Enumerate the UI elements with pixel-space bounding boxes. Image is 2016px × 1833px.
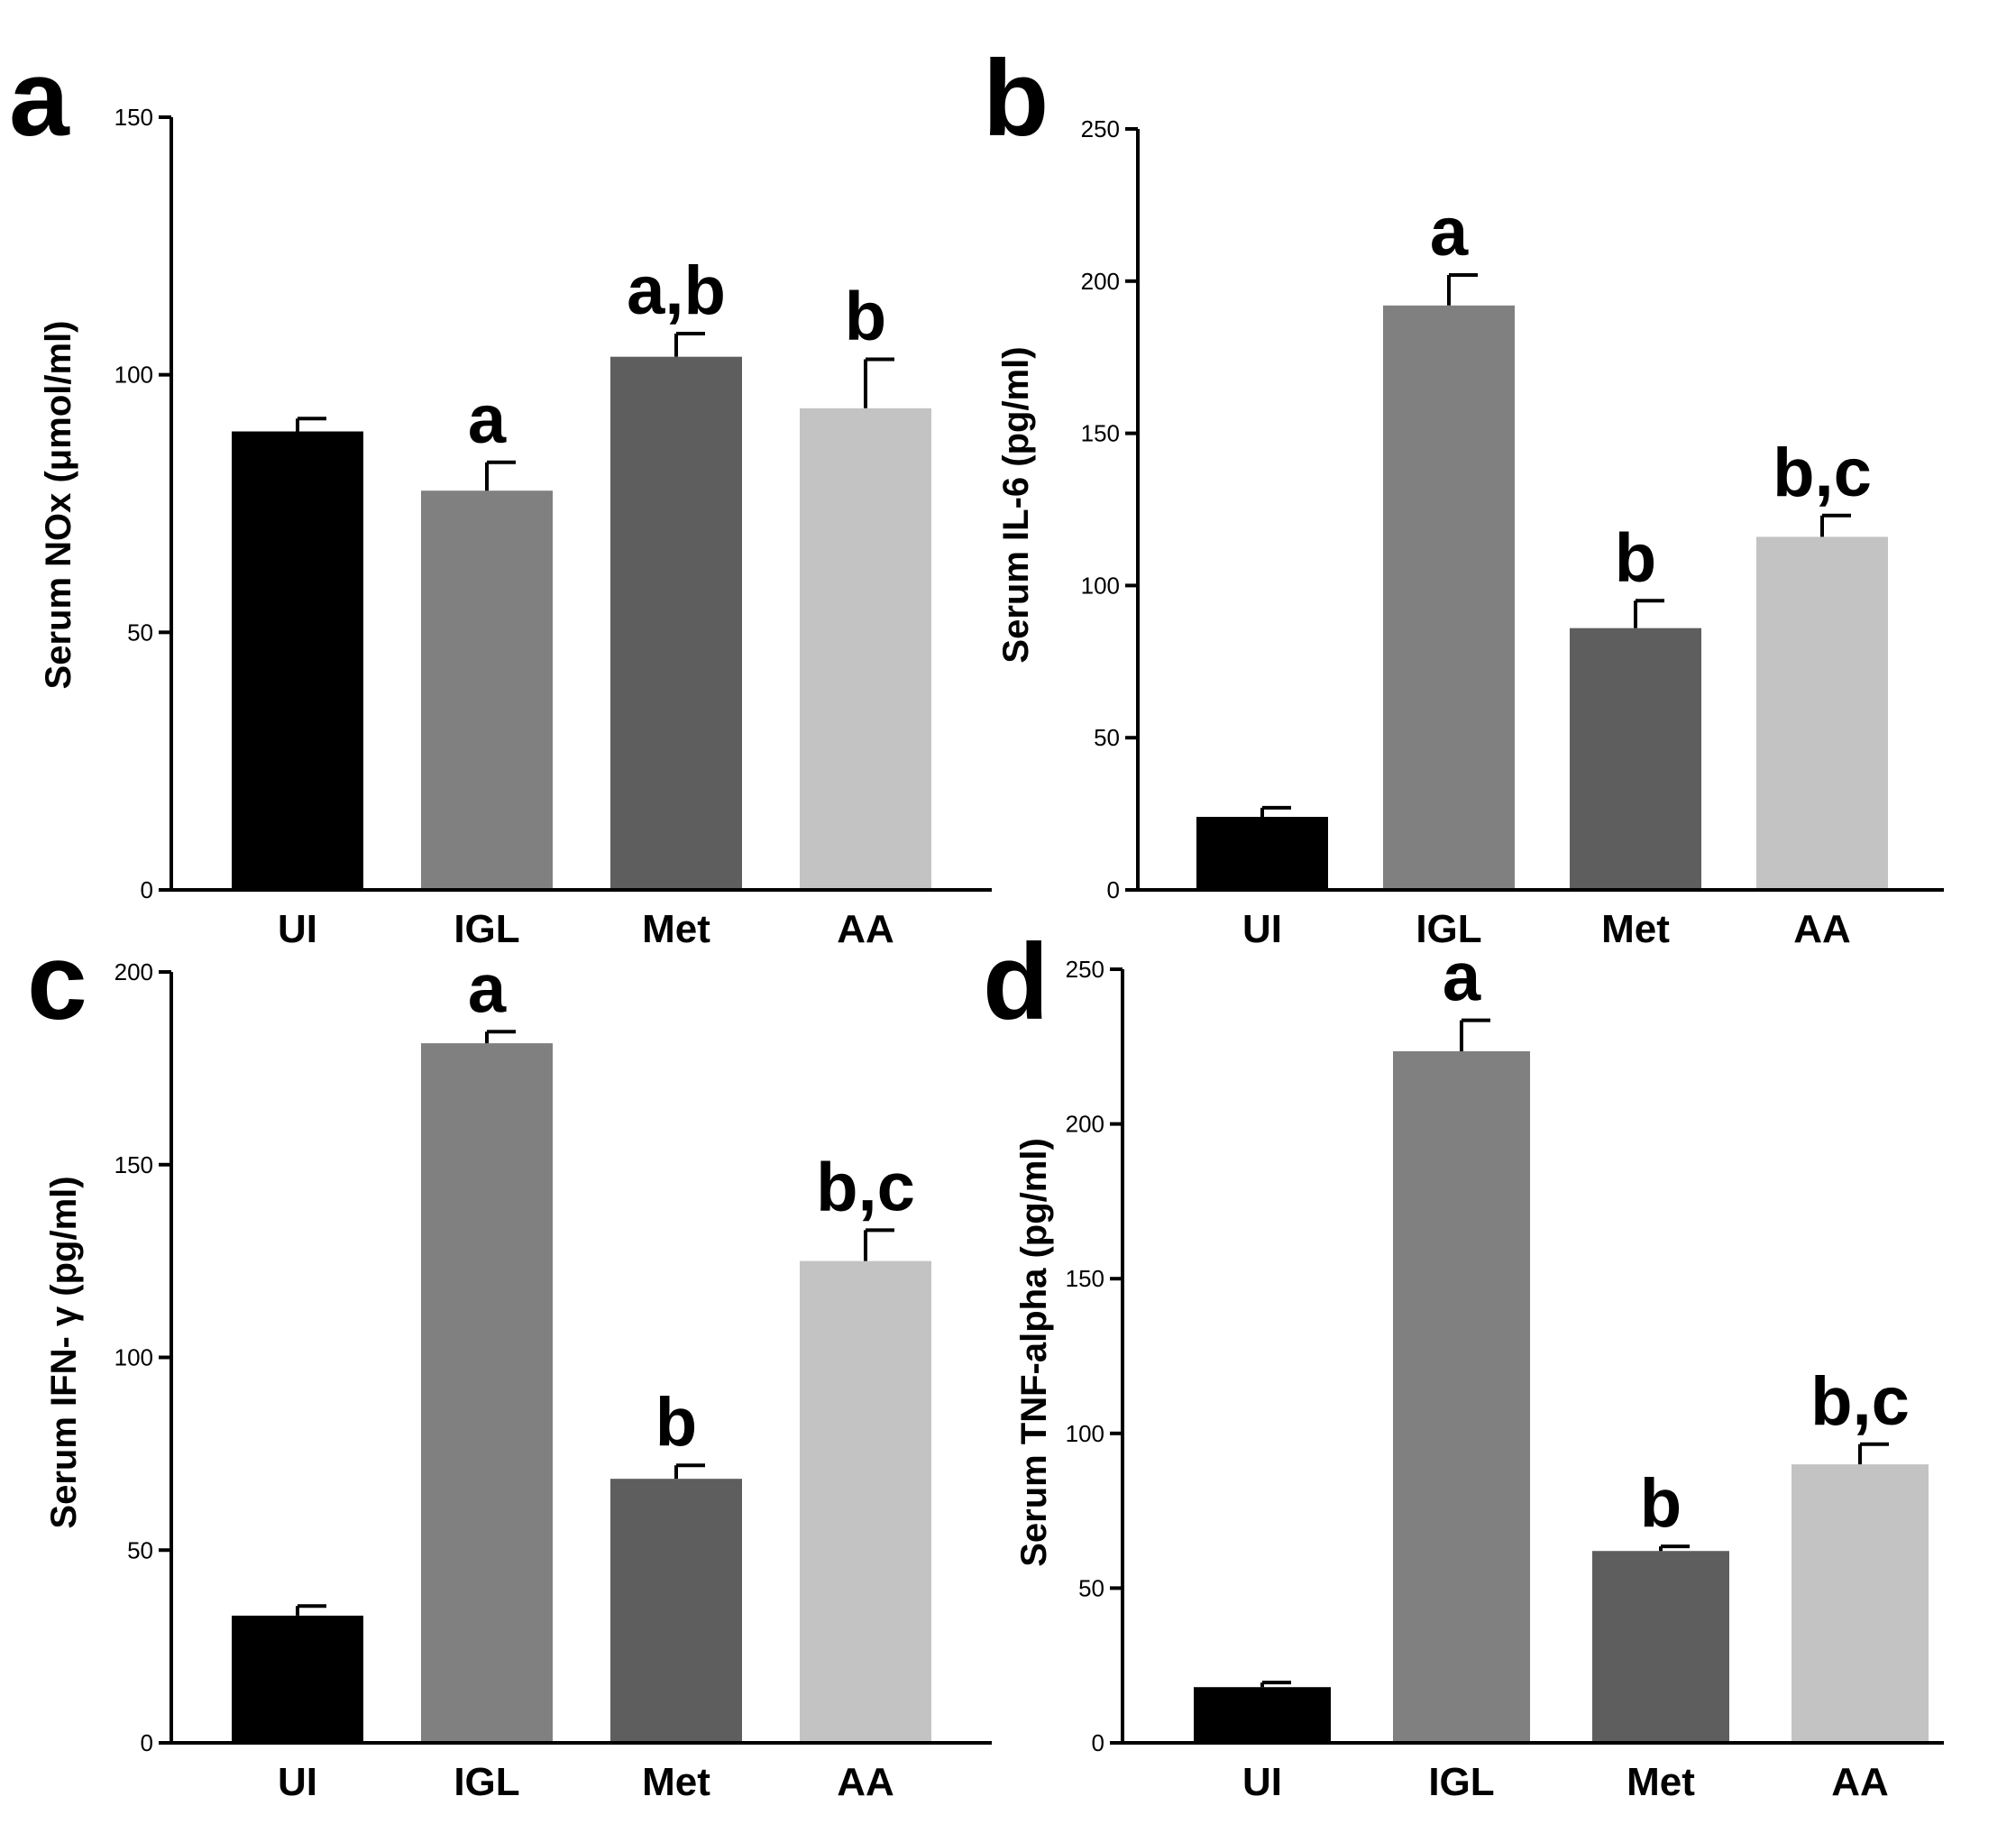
- x-tick-label: AA: [837, 1760, 894, 1804]
- significance-label: b: [1615, 519, 1656, 596]
- x-tick-label: Met: [642, 907, 710, 951]
- x-tick-label: UI: [278, 1760, 317, 1804]
- x-tick-label: IGL: [1416, 907, 1481, 951]
- bar-ui: [1196, 816, 1328, 890]
- bar-ui: [1194, 1687, 1331, 1743]
- y-axis-label: Serum IFN- γ (pg/ml): [44, 1176, 84, 1528]
- x-tick-label: UI: [1242, 1760, 1282, 1804]
- y-tick-label: 0: [1092, 1729, 1104, 1756]
- chart-panel-a: a UI a IGL a,b Met b AA 0 50 100 150 Serum NOx (μmol…: [9, 38, 992, 951]
- y-tick-label: 250: [1066, 956, 1104, 983]
- significance-label: b,c: [1810, 1363, 1910, 1440]
- error-bar-igl: [1460, 1018, 1490, 1051]
- y-tick-label: 50: [127, 619, 153, 646]
- error-bar-igl: [485, 460, 516, 491]
- error-bar-met: [674, 1463, 705, 1480]
- significance-label: b: [845, 279, 886, 355]
- y-axis-label: Serum TNF-alpha (pg/ml): [1014, 1138, 1054, 1567]
- x-tick-label: UI: [278, 907, 317, 951]
- x-tick-label: AA: [1831, 1760, 1889, 1804]
- y-axis-label: Serum IL-6 (pg/ml): [996, 346, 1036, 663]
- significance-label: a,b: [627, 252, 726, 329]
- error-bar-ui: [296, 417, 326, 432]
- panel-letter: d: [983, 921, 1049, 1042]
- chart-panel-d: d UI a IGL b Met b,c AA 0 50 100 150 200 250 Serum TNF…: [983, 921, 1944, 1804]
- y-tick-label: 50: [1078, 1574, 1104, 1601]
- significance-label: a: [1430, 194, 1469, 270]
- error-bar-ui: [1260, 1681, 1291, 1688]
- bar-igl: [1383, 305, 1515, 891]
- bar-met: [1570, 628, 1701, 890]
- significance-label: b,c: [816, 1149, 915, 1225]
- significance-label: a: [468, 950, 507, 1027]
- bar-aa: [800, 408, 931, 890]
- y-tick-label: 150: [115, 104, 153, 131]
- bar-aa: [1791, 1464, 1929, 1743]
- y-tick-label: 200: [1081, 268, 1120, 295]
- bar-igl: [421, 1043, 553, 1743]
- significance-label: b: [655, 1384, 697, 1461]
- y-tick-label: 50: [127, 1536, 153, 1563]
- y-tick-label: 0: [141, 876, 153, 903]
- significance-label: b: [1640, 1465, 1682, 1542]
- bar-ui: [232, 431, 363, 890]
- error-bar-igl: [485, 1030, 516, 1044]
- error-bar-ui: [296, 1604, 326, 1616]
- x-tick-label: UI: [1242, 907, 1282, 951]
- x-tick-label: Met: [1627, 1760, 1695, 1804]
- y-tick-label: 0: [1107, 876, 1120, 903]
- significance-label: a: [1443, 939, 1481, 1016]
- bar-igl: [421, 490, 553, 890]
- chart-panel-b: b UI a IGL b Met b,c AA 0 50 100 150 200 250 Serum IL-…: [983, 38, 1944, 951]
- x-tick-label: AA: [1793, 907, 1851, 951]
- x-tick-label: IGL: [454, 1760, 519, 1804]
- x-tick-label: IGL: [454, 907, 519, 951]
- panel-letter: a: [9, 38, 70, 159]
- x-tick-label: IGL: [1428, 1760, 1494, 1804]
- bar-met: [1592, 1551, 1729, 1743]
- y-tick-label: 0: [141, 1729, 153, 1756]
- y-axis-label: Serum NOx (μmol/ml): [39, 321, 78, 690]
- error-bar-aa: [1820, 513, 1851, 537]
- y-tick-label: 100: [1066, 1420, 1104, 1447]
- error-bar-met: [1634, 599, 1664, 628]
- y-tick-label: 100: [115, 362, 153, 389]
- y-tick-label: 250: [1081, 115, 1120, 142]
- bar-igl: [1393, 1050, 1530, 1743]
- y-tick-label: 50: [1094, 724, 1120, 751]
- bar-aa: [1756, 536, 1888, 890]
- panel-letter: b: [983, 38, 1049, 159]
- y-tick-label: 100: [115, 1344, 153, 1371]
- error-bar-aa: [864, 1228, 894, 1261]
- error-bar-aa: [864, 357, 894, 408]
- y-tick-label: 200: [115, 958, 153, 985]
- error-bar-ui: [1260, 805, 1291, 817]
- x-tick-label: AA: [837, 907, 894, 951]
- panel-letter: c: [27, 921, 87, 1042]
- y-tick-label: 150: [1081, 420, 1120, 447]
- x-tick-label: Met: [1601, 907, 1670, 951]
- chart-panel-c: c UI a IGL b Met b,c AA 0 50 100 150 200 Serum IFN- γ…: [27, 921, 992, 1804]
- bar-met: [610, 1479, 742, 1743]
- y-tick-label: 150: [115, 1151, 153, 1178]
- error-bar-aa: [1858, 1442, 1889, 1465]
- significance-label: b,c: [1773, 435, 1872, 511]
- bar-aa: [800, 1260, 931, 1743]
- x-tick-label: Met: [642, 1760, 710, 1804]
- error-bar-met: [674, 331, 705, 357]
- significance-label: a: [468, 381, 507, 458]
- bar-met: [610, 356, 742, 890]
- error-bar-met: [1659, 1544, 1690, 1552]
- y-tick-label: 100: [1081, 572, 1120, 599]
- y-tick-label: 200: [1066, 1111, 1104, 1138]
- bar-ui: [232, 1615, 363, 1743]
- y-tick-label: 150: [1066, 1265, 1104, 1292]
- error-bar-igl: [1447, 273, 1478, 306]
